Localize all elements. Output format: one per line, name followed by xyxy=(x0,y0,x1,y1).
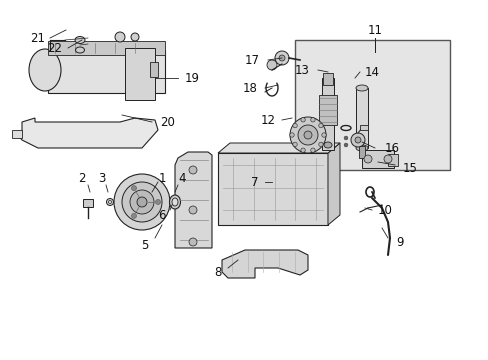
Ellipse shape xyxy=(324,142,331,148)
Ellipse shape xyxy=(172,198,178,206)
Circle shape xyxy=(115,32,125,42)
Polygon shape xyxy=(12,130,22,138)
Text: 19: 19 xyxy=(184,72,199,85)
Circle shape xyxy=(318,142,323,147)
Text: 10: 10 xyxy=(377,203,392,216)
Circle shape xyxy=(321,133,325,137)
Circle shape xyxy=(344,143,347,147)
Bar xyxy=(358,146,364,158)
Text: 1: 1 xyxy=(158,171,165,185)
Polygon shape xyxy=(218,143,339,153)
Bar xyxy=(355,88,367,148)
Circle shape xyxy=(137,197,147,207)
Circle shape xyxy=(189,238,197,246)
Circle shape xyxy=(310,118,314,122)
Text: 16: 16 xyxy=(384,141,399,154)
Ellipse shape xyxy=(355,85,367,91)
Bar xyxy=(359,125,367,130)
Text: 8: 8 xyxy=(214,266,221,279)
Circle shape xyxy=(304,131,311,139)
Text: 22: 22 xyxy=(47,41,62,54)
Circle shape xyxy=(300,148,305,152)
Circle shape xyxy=(318,123,323,128)
Text: 9: 9 xyxy=(395,235,403,248)
Text: 14: 14 xyxy=(364,66,379,78)
Text: 20: 20 xyxy=(160,116,175,129)
Text: 3: 3 xyxy=(98,171,105,185)
Text: 13: 13 xyxy=(294,63,309,77)
Circle shape xyxy=(131,186,136,191)
Text: 4: 4 xyxy=(178,171,185,185)
Circle shape xyxy=(354,137,360,143)
Text: 2: 2 xyxy=(78,171,85,185)
Circle shape xyxy=(279,55,285,61)
Circle shape xyxy=(131,33,139,41)
Polygon shape xyxy=(18,118,158,148)
Ellipse shape xyxy=(106,198,113,206)
Text: 17: 17 xyxy=(244,54,259,67)
Polygon shape xyxy=(175,152,212,248)
Bar xyxy=(150,62,158,77)
Text: 11: 11 xyxy=(367,23,382,36)
Circle shape xyxy=(189,206,197,214)
Bar xyxy=(318,95,336,125)
Ellipse shape xyxy=(75,47,84,53)
Ellipse shape xyxy=(355,145,367,151)
Text: 15: 15 xyxy=(402,162,417,175)
Circle shape xyxy=(131,213,136,219)
Bar xyxy=(321,78,333,150)
Bar xyxy=(361,150,393,168)
Circle shape xyxy=(297,125,317,145)
Bar xyxy=(83,199,93,207)
Circle shape xyxy=(310,148,314,152)
Circle shape xyxy=(114,174,170,230)
Ellipse shape xyxy=(108,201,111,203)
Circle shape xyxy=(266,60,276,70)
Text: 7: 7 xyxy=(251,176,258,189)
Bar xyxy=(294,40,449,170)
Circle shape xyxy=(383,155,391,163)
Circle shape xyxy=(292,123,297,128)
Text: 21: 21 xyxy=(30,31,45,45)
Circle shape xyxy=(274,51,288,65)
Text: 6: 6 xyxy=(158,208,165,221)
Polygon shape xyxy=(222,250,307,278)
Ellipse shape xyxy=(169,195,180,209)
Circle shape xyxy=(344,136,347,140)
Circle shape xyxy=(289,117,325,153)
Text: 5: 5 xyxy=(141,239,148,252)
Circle shape xyxy=(292,142,297,147)
Bar xyxy=(387,154,397,166)
Polygon shape xyxy=(327,143,339,225)
Bar xyxy=(48,41,164,55)
Circle shape xyxy=(289,133,294,137)
Circle shape xyxy=(189,166,197,174)
Circle shape xyxy=(122,182,162,222)
Circle shape xyxy=(363,155,371,163)
Circle shape xyxy=(350,133,364,147)
Circle shape xyxy=(130,190,154,214)
Bar xyxy=(218,153,327,225)
Text: 12: 12 xyxy=(260,113,275,126)
Ellipse shape xyxy=(75,36,85,44)
Bar xyxy=(323,73,332,85)
Ellipse shape xyxy=(29,49,61,91)
Circle shape xyxy=(300,118,305,122)
Bar xyxy=(125,48,155,100)
Bar xyxy=(48,50,164,93)
Circle shape xyxy=(155,199,160,204)
Text: 18: 18 xyxy=(242,81,257,94)
